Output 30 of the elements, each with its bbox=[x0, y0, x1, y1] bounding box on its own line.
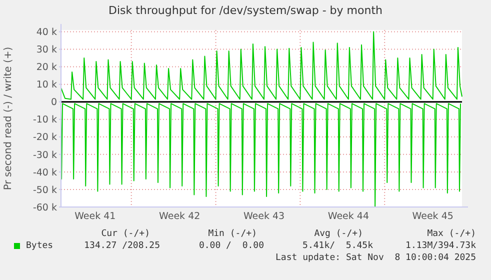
line-series bbox=[60, 31, 462, 100]
y-tick-label: -20 k bbox=[32, 132, 58, 144]
x-tick-label: Week 43 bbox=[243, 211, 285, 222]
text: 1.13M/394.73k bbox=[406, 241, 477, 251]
y-tick-label: 30 k bbox=[36, 44, 58, 56]
legend-label: Bytes bbox=[26, 241, 54, 251]
y-tick-label: -40 k bbox=[32, 167, 58, 178]
x-tick-label: Week 44 bbox=[328, 211, 370, 222]
text: Avg (-/+) bbox=[314, 229, 363, 239]
x-tick-label: Week 45 bbox=[412, 211, 454, 222]
y-tick-label: 10 k bbox=[36, 80, 58, 91]
text: Cur (-/+) bbox=[101, 229, 150, 239]
y-tick-label: 0 bbox=[50, 97, 57, 108]
x-tick-label: Week 42 bbox=[159, 211, 200, 222]
y-tick-label: -50 k bbox=[32, 184, 58, 196]
y-axis-title: Pr second read (-) / write (+) bbox=[3, 46, 14, 190]
text: Max (-/+) bbox=[427, 229, 476, 239]
text: Last update: Sat Nov 8 10:00:04 2025 bbox=[276, 253, 476, 263]
text: 0.00 / 0.00 bbox=[198, 241, 264, 251]
text: 134.27 /208.25 bbox=[84, 241, 160, 251]
chart-title: Disk throughput for /dev/system/swap - by month bbox=[108, 4, 383, 17]
y-tick-label: 40 k bbox=[36, 27, 58, 38]
y-tick-label: -60 k bbox=[32, 202, 58, 214]
text: 5.41k/ 5.45k bbox=[302, 241, 374, 251]
line-series bbox=[60, 103, 461, 208]
text: Min (-/+) bbox=[208, 229, 257, 239]
y-tick-label: -30 k bbox=[32, 150, 58, 161]
y-tick-label: -10 k bbox=[32, 114, 58, 126]
x-tick-label: Week 41 bbox=[74, 211, 116, 222]
y-tick-label: 20 k bbox=[36, 62, 58, 74]
